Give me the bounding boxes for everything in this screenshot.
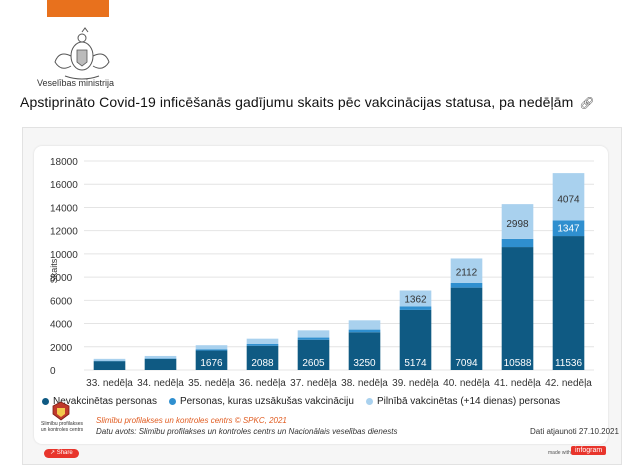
x-tick-label: 39. nedēļa bbox=[392, 378, 439, 389]
y-tick-label: 14000 bbox=[50, 203, 78, 214]
bar-segment bbox=[450, 282, 483, 288]
legend-item-fully[interactable]: Pilnībā vakcinētas (+14 dienas) personas bbox=[365, 396, 561, 407]
footer-data-source: Datu avots: Slimību profilakses un kontr… bbox=[96, 427, 398, 436]
page-title: Apstiprināto Covid-19 inficēšanās gadīju… bbox=[20, 94, 595, 110]
data-label: 10588 bbox=[504, 358, 532, 369]
bar-segment bbox=[501, 204, 534, 239]
bar-segment bbox=[297, 330, 330, 338]
x-tick-label: 40. nedēļa bbox=[443, 378, 490, 389]
bar-segment bbox=[144, 358, 177, 370]
x-tick-label: 33. nedēļa bbox=[86, 378, 133, 389]
bar-segment bbox=[297, 339, 330, 370]
data-label: 1347 bbox=[557, 224, 580, 235]
bar-segment bbox=[399, 309, 432, 370]
y-tick-label: 0 bbox=[50, 366, 56, 377]
bar-segment bbox=[552, 220, 585, 237]
legend-swatch-unvaccinated bbox=[42, 398, 49, 405]
footer-copyright: Slimību profilakses un kontroles centrs … bbox=[96, 416, 287, 425]
bar-segment bbox=[348, 332, 381, 370]
infogram-badge[interactable]: infogram bbox=[571, 446, 607, 455]
footer-updated-date: Dati atjaunoti 27.10.2021 bbox=[530, 427, 619, 436]
y-tick-label: 2000 bbox=[50, 343, 73, 354]
bar-segment bbox=[195, 345, 228, 350]
legend-item-started[interactable]: Personas, kuras uzsākušas vakcināciju bbox=[168, 396, 354, 407]
bar-segment bbox=[246, 344, 279, 346]
link-icon[interactable]: 🔗︎ bbox=[579, 96, 595, 110]
y-tick-label: 18000 bbox=[50, 157, 78, 168]
x-tick-label: 37. nedēļa bbox=[290, 378, 337, 389]
bar-segment bbox=[501, 238, 534, 248]
y-tick-label: 12000 bbox=[50, 227, 78, 238]
bar-segment bbox=[246, 345, 279, 370]
bar-segment bbox=[297, 337, 330, 340]
data-label: 2112 bbox=[456, 267, 478, 278]
data-label: 1676 bbox=[200, 358, 223, 369]
coat-of-arms-logo bbox=[54, 27, 110, 80]
data-label: 3250 bbox=[353, 358, 376, 369]
legend-swatch-fully bbox=[365, 398, 373, 405]
bar-segment bbox=[348, 320, 381, 330]
stacked-bar-chart: 0 2000 4000 6000 8000 10000 12000 14000 16000 180… bbox=[49, 157, 594, 389]
y-tick-label: 16000 bbox=[50, 180, 78, 191]
legend-label-started: Personas, kuras uzsākušas vakcināciju bbox=[179, 396, 354, 407]
data-label: 11536 bbox=[555, 358, 583, 369]
x-tick-label: 42. nedēļa bbox=[545, 378, 592, 389]
bar-segment bbox=[450, 258, 483, 283]
x-tick-label: 41. nedēļa bbox=[494, 378, 541, 389]
legend-swatch-started bbox=[168, 398, 176, 405]
data-label: 2088 bbox=[251, 358, 274, 369]
made-with-text: made with bbox=[548, 450, 571, 456]
bar-segment bbox=[348, 329, 381, 333]
bar-segment bbox=[195, 349, 228, 351]
data-label: 5174 bbox=[404, 358, 427, 369]
chart-legend: Nevakcinētas personas Personas, kuras uz… bbox=[42, 396, 560, 407]
x-tick-label: 34. nedēļa bbox=[137, 378, 184, 389]
legend-label-unvaccinated: Nevakcinētas personas bbox=[53, 396, 157, 407]
bar-segment bbox=[552, 173, 585, 221]
y-tick-label: 8000 bbox=[50, 273, 73, 284]
ministry-name: Veselības ministrija bbox=[37, 78, 115, 88]
x-tick-label: 38. nedēļa bbox=[341, 378, 388, 389]
x-tick-label: 36. nedēļa bbox=[239, 378, 286, 389]
y-tick-label: 10000 bbox=[50, 250, 78, 261]
y-tick-label: 6000 bbox=[50, 296, 73, 307]
bar-segment bbox=[501, 247, 534, 370]
bar-segment bbox=[93, 361, 126, 370]
legend-item-unvaccinated[interactable]: Nevakcinētas personas bbox=[42, 396, 157, 407]
bar-segment bbox=[144, 358, 177, 359]
data-label: 1362 bbox=[404, 295, 427, 306]
bar-segment bbox=[195, 350, 228, 370]
data-label: 2998 bbox=[506, 219, 529, 230]
data-label: 2605 bbox=[302, 358, 325, 369]
share-button[interactable]: ↗ Share bbox=[44, 449, 79, 458]
footer-org-name: Slimību profilakses un kontroles centrs bbox=[40, 421, 84, 433]
bar-segment bbox=[399, 290, 432, 307]
x-tick-label: 35. nedēļa bbox=[188, 378, 235, 389]
y-tick-label: 4000 bbox=[50, 320, 73, 331]
bar-segment bbox=[144, 355, 177, 359]
spkc-logo bbox=[52, 401, 70, 421]
data-label: 4074 bbox=[557, 195, 580, 206]
y-axis-label: Skaits bbox=[49, 258, 59, 283]
legend-label-fully: Pilnībā vakcinētas (+14 dienas) personas bbox=[376, 396, 561, 407]
bar-segment bbox=[399, 306, 432, 310]
page-title-text: Apstiprināto Covid-19 inficēšanās gadīju… bbox=[20, 94, 574, 110]
bar-segment bbox=[93, 358, 126, 361]
bar-segment bbox=[450, 287, 483, 370]
brand-accent-bar bbox=[47, 0, 109, 17]
bar-segment bbox=[552, 236, 585, 370]
share-button-label: Share bbox=[56, 450, 73, 456]
bar-segment bbox=[246, 338, 279, 345]
data-label: 7094 bbox=[455, 358, 478, 369]
